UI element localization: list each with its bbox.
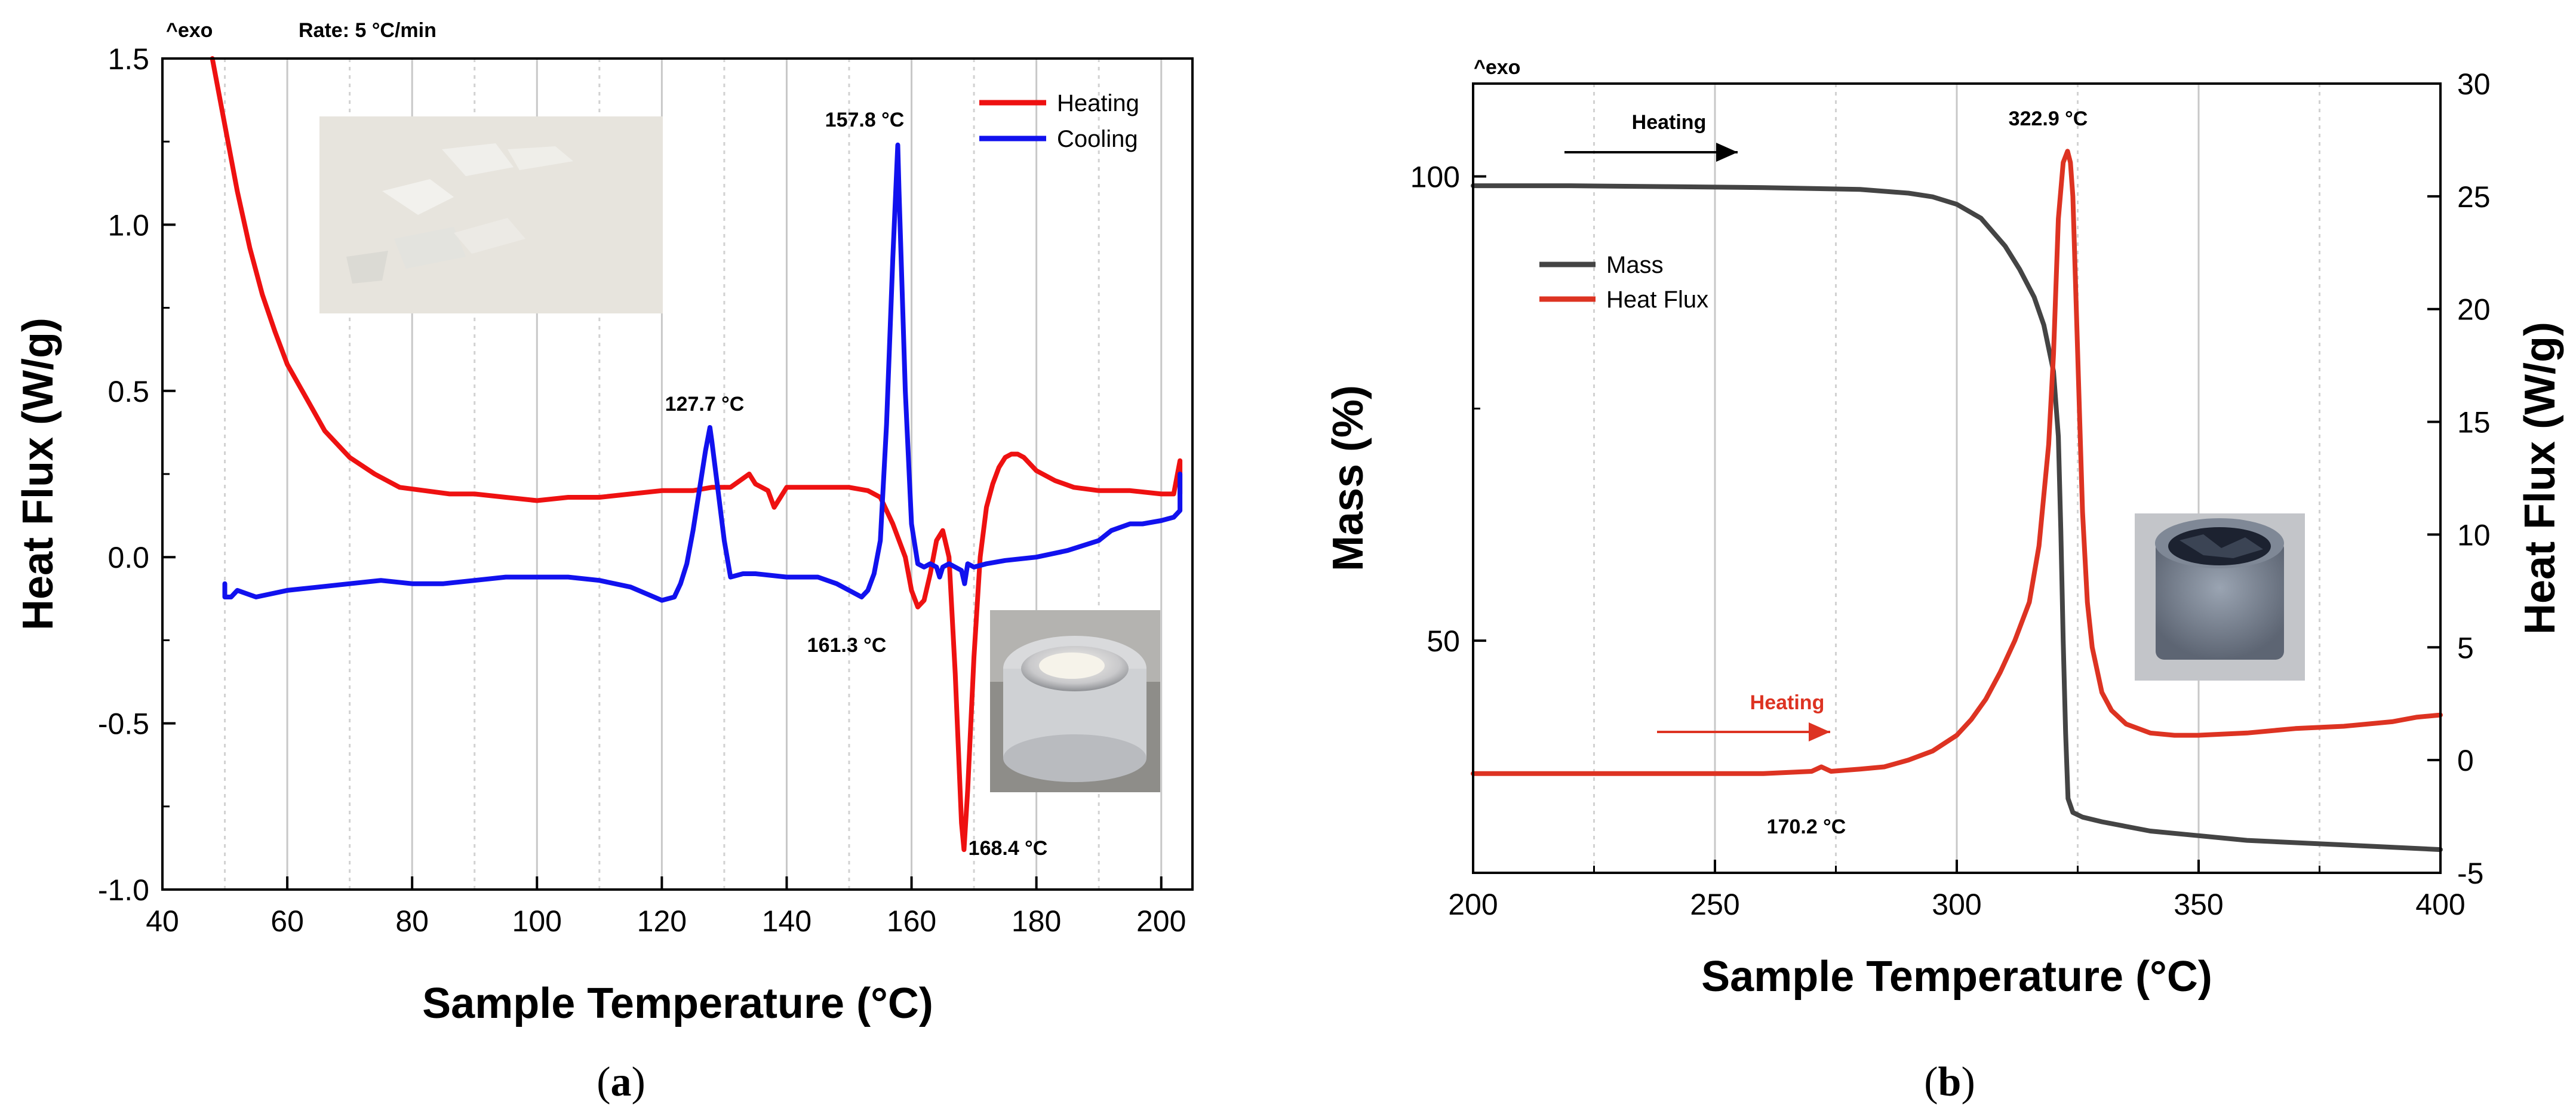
legend-heat-flux-label: Heat Flux	[1606, 287, 1708, 313]
white-crucible-photo	[990, 610, 1160, 792]
legend-mass-label: Mass	[1606, 252, 1664, 278]
y2-tick-label: 0	[2457, 744, 2474, 777]
x-tick-label: 200	[1136, 904, 1186, 938]
x-tick-label: 80	[395, 904, 429, 938]
y2-tick-label: 20	[2457, 293, 2491, 327]
heating-arrow-black-label: Heating	[1632, 111, 1707, 134]
y-tick-label: 0.0	[107, 541, 149, 574]
x-tick-label: 250	[1690, 888, 1739, 921]
annotation-322-9: 322.9 °C	[2009, 107, 2088, 130]
heating-arrow-red-label: Heating	[1750, 691, 1825, 714]
x-tick-label: 60	[270, 904, 304, 938]
panel-a-chart: 40 60 80 100 120 140 160 180 200 -1.0 -0.5 0.0 0.5 1.…	[14, 19, 1194, 1105]
x-tick-label: 350	[2174, 888, 2223, 921]
panel-a-legend: Heating Cooling	[979, 90, 1139, 152]
heating-arrow-red: Heating	[1657, 691, 1830, 741]
annotation-157-8: 157.8 °C	[825, 109, 905, 131]
series-line-heat-flux	[1471, 149, 2443, 776]
series-line-heating	[210, 56, 1183, 853]
panel-a-figure-label: (a)	[597, 1059, 645, 1105]
panel-a-ticks: 40 60 80 100 120 140 160 180 200 -1.0 -0.5 0.0 0.5 1.…	[98, 42, 1186, 938]
y2-tick-label: 10	[2457, 518, 2491, 552]
annotation-168-4: 168.4 °C	[969, 837, 1048, 860]
x-tick-label: 120	[637, 904, 687, 938]
y-tick-label: 0.5	[107, 375, 149, 408]
y2-tick-label: 25	[2457, 180, 2491, 214]
annotation-170-2: 170.2 °C	[1767, 816, 1846, 838]
panel-b-y-axis-title: Mass (%)	[1324, 385, 1372, 571]
x-tick-label: 300	[1932, 888, 1981, 921]
legend-heating-label: Heating	[1057, 90, 1139, 116]
y2-tick-label: 15	[2457, 406, 2491, 439]
panel-b-figure-label: (b)	[1924, 1059, 1975, 1105]
panel-b-x-axis-title: Sample Temperature (°C)	[1701, 953, 2212, 1001]
x-tick-label: 140	[762, 904, 811, 938]
panel-a-y-axis-title: Heat Flux (W/g)	[14, 318, 62, 630]
panel-b-ticks: 200 250 300 350 400 50 100 -5 0 5 10 15 20 25 30	[1410, 67, 2491, 921]
crystals-photo	[319, 116, 663, 313]
panel-a-x-axis-title: Sample Temperature (°C)	[422, 980, 933, 1027]
panel-b-letter: b	[1938, 1059, 1962, 1105]
panel-a-letter: a	[611, 1059, 632, 1105]
panel-a-series	[210, 56, 1183, 853]
panel-b-legend: Mass Heat Flux	[1539, 252, 1708, 313]
y2-tick-label: -5	[2457, 857, 2483, 890]
y2-tick-label: 5	[2457, 631, 2474, 664]
x-tick-label: 160	[887, 904, 936, 938]
x-tick-label: 40	[146, 904, 179, 938]
heating-arrow-black: Heating	[1564, 111, 1738, 162]
y-tick-label: 100	[1410, 161, 1460, 194]
x-tick-label: 180	[1012, 904, 1061, 938]
series-line-cooling	[222, 142, 1183, 603]
y-tick-label: 50	[1427, 624, 1460, 658]
panel-b-exo-label: ^exo	[1474, 56, 1520, 79]
panel-a-exo-label: ^exo	[166, 19, 213, 42]
panel-b-gridlines	[1593, 84, 2320, 873]
x-tick-label: 200	[1448, 888, 1498, 921]
annotation-127-7: 127.7 °C	[665, 393, 745, 416]
legend-cooling-label: Cooling	[1057, 126, 1138, 152]
y-tick-label: -1.0	[98, 873, 149, 907]
panel-b-y2-axis-title: Heat Flux (W/g)	[2516, 322, 2564, 635]
annotation-161-3: 161.3 °C	[807, 634, 887, 657]
y2-tick-label: 30	[2457, 67, 2491, 101]
x-tick-label: 400	[2415, 888, 2465, 921]
dark-crucible-photo	[2135, 513, 2305, 681]
y-tick-label: -0.5	[98, 707, 149, 741]
x-tick-label: 100	[512, 904, 562, 938]
y-tick-label: 1.0	[107, 208, 149, 242]
panel-a-rate-label: Rate: 5 °C/min	[299, 19, 436, 42]
y-tick-label: 1.5	[107, 42, 149, 76]
panel-b-series	[1471, 149, 2443, 853]
